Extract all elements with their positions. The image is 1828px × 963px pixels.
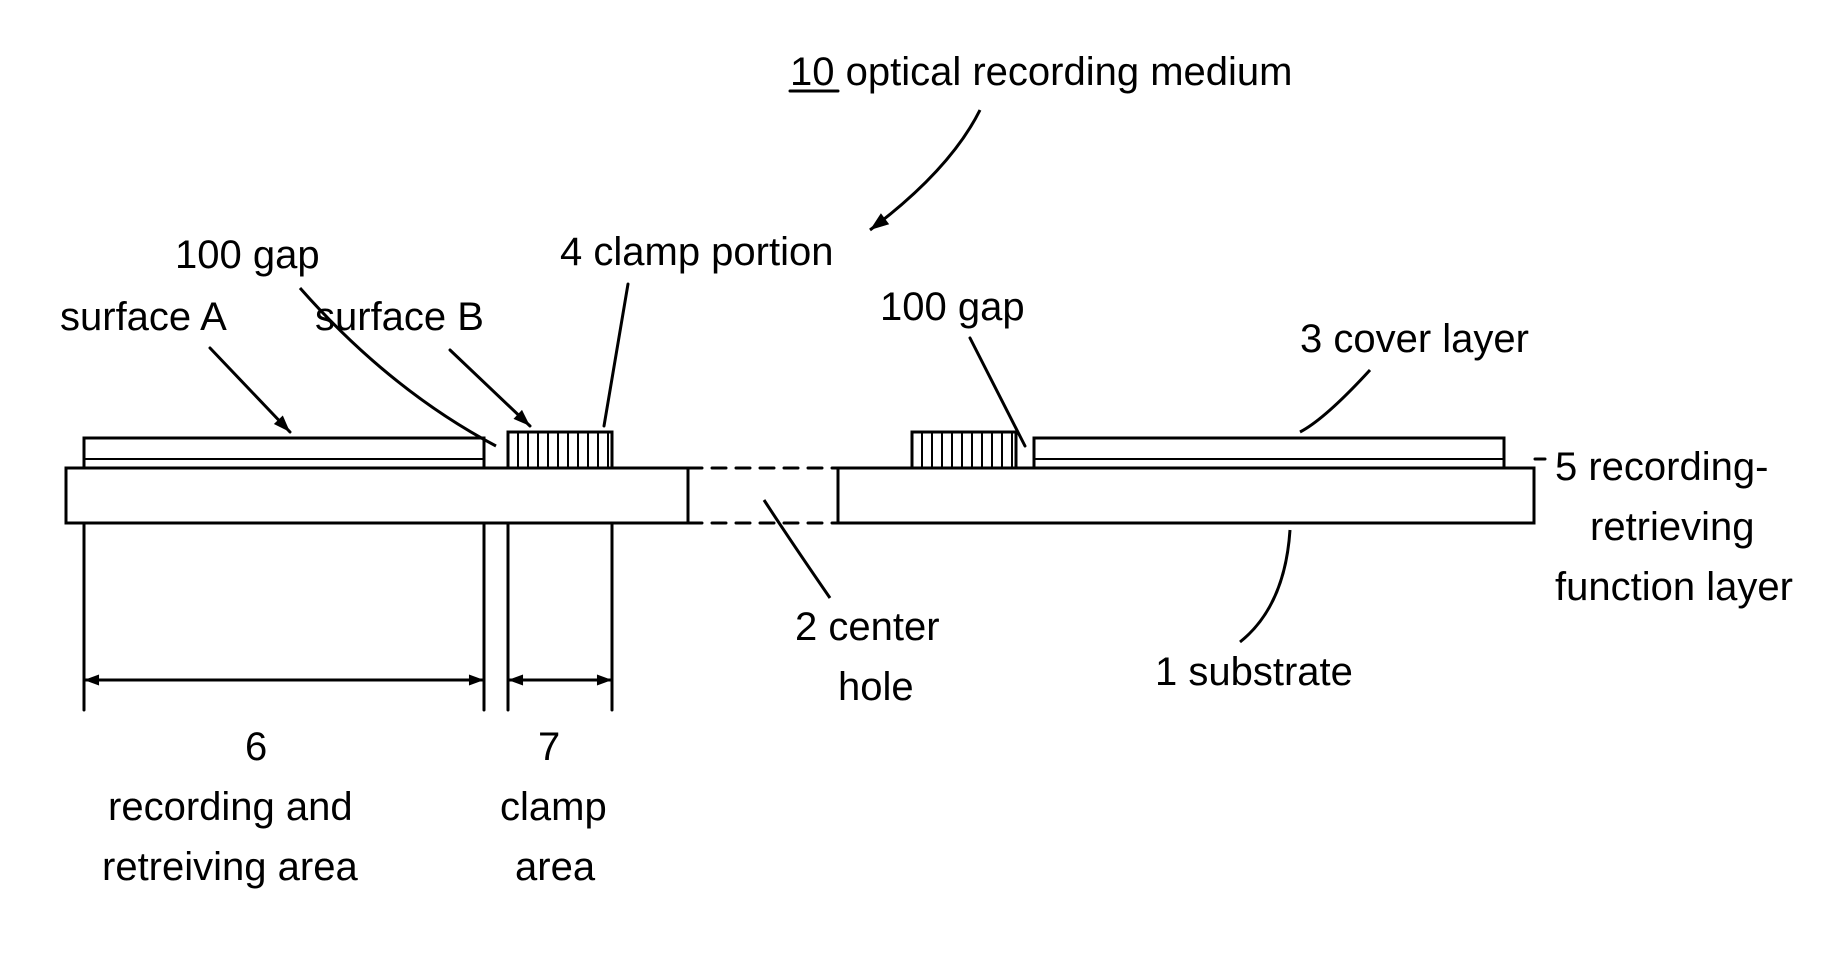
label-100-gap-right: 100 gap [880, 285, 1025, 329]
label-2-center-2: hole [838, 665, 914, 709]
label-100-gap-left: 100 gap [175, 233, 320, 277]
title-label: 10 optical recording medium [790, 50, 1293, 94]
label-1-substrate: 1 substrate [1155, 650, 1353, 694]
label-5-recording-1: 5 recording- [1555, 445, 1768, 489]
label-2-center-1: 2 center [795, 605, 940, 649]
label-surface-a: surface A [60, 295, 227, 339]
label-6-num: 6 [245, 725, 267, 769]
label-6-line2: retreiving area [102, 845, 358, 889]
label-3-cover-layer: 3 cover layer [1300, 317, 1529, 361]
label-5-recording-3: function layer [1555, 565, 1793, 609]
label-7-line2: area [515, 845, 596, 889]
label-7-line1: clamp [500, 785, 607, 829]
label-7-num: 7 [538, 725, 560, 769]
label-5-recording-2: retrieving [1590, 505, 1755, 549]
label-4-clamp-portion: 4 clamp portion [560, 230, 833, 274]
label-6-line1: recording and [108, 785, 353, 829]
